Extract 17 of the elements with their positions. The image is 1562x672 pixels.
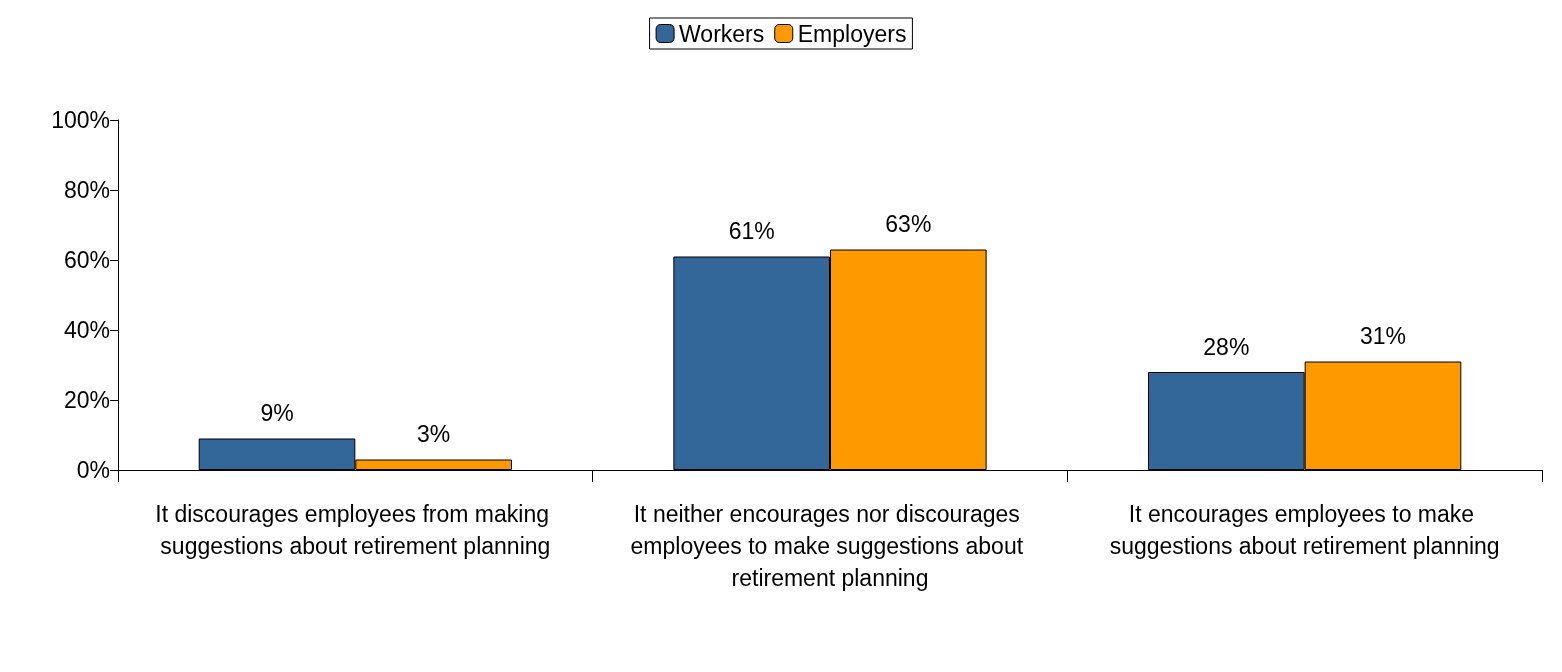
legend-label: Workers [679, 20, 765, 47]
data-label: 63% [885, 211, 932, 237]
x-tick-label: It neither encourages nor discourages employees to make suggestions about retirement planning [630, 501, 1030, 591]
y-tick-label: 100% [51, 107, 110, 133]
y-tick-label: 40% [63, 317, 110, 343]
x-tick-label: It discourages employees from making suggestions about retirement planning [155, 501, 556, 559]
data-label: 28% [1203, 333, 1250, 360]
legend-label: Employers [797, 20, 907, 47]
data-label: 3% [417, 421, 451, 447]
data-label: 9% [260, 400, 294, 426]
y-tick-label: 60% [63, 247, 110, 273]
data-label: 31% [1359, 323, 1407, 349]
y-tick-label: 20% [63, 387, 110, 413]
data-label: 61% [728, 218, 775, 244]
x-tick-label: It encourages employees to make suggestions about retirement planning [1109, 501, 1500, 559]
y-tick-label: 80% [63, 177, 110, 203]
y-tick-label: 0% [76, 457, 110, 483]
